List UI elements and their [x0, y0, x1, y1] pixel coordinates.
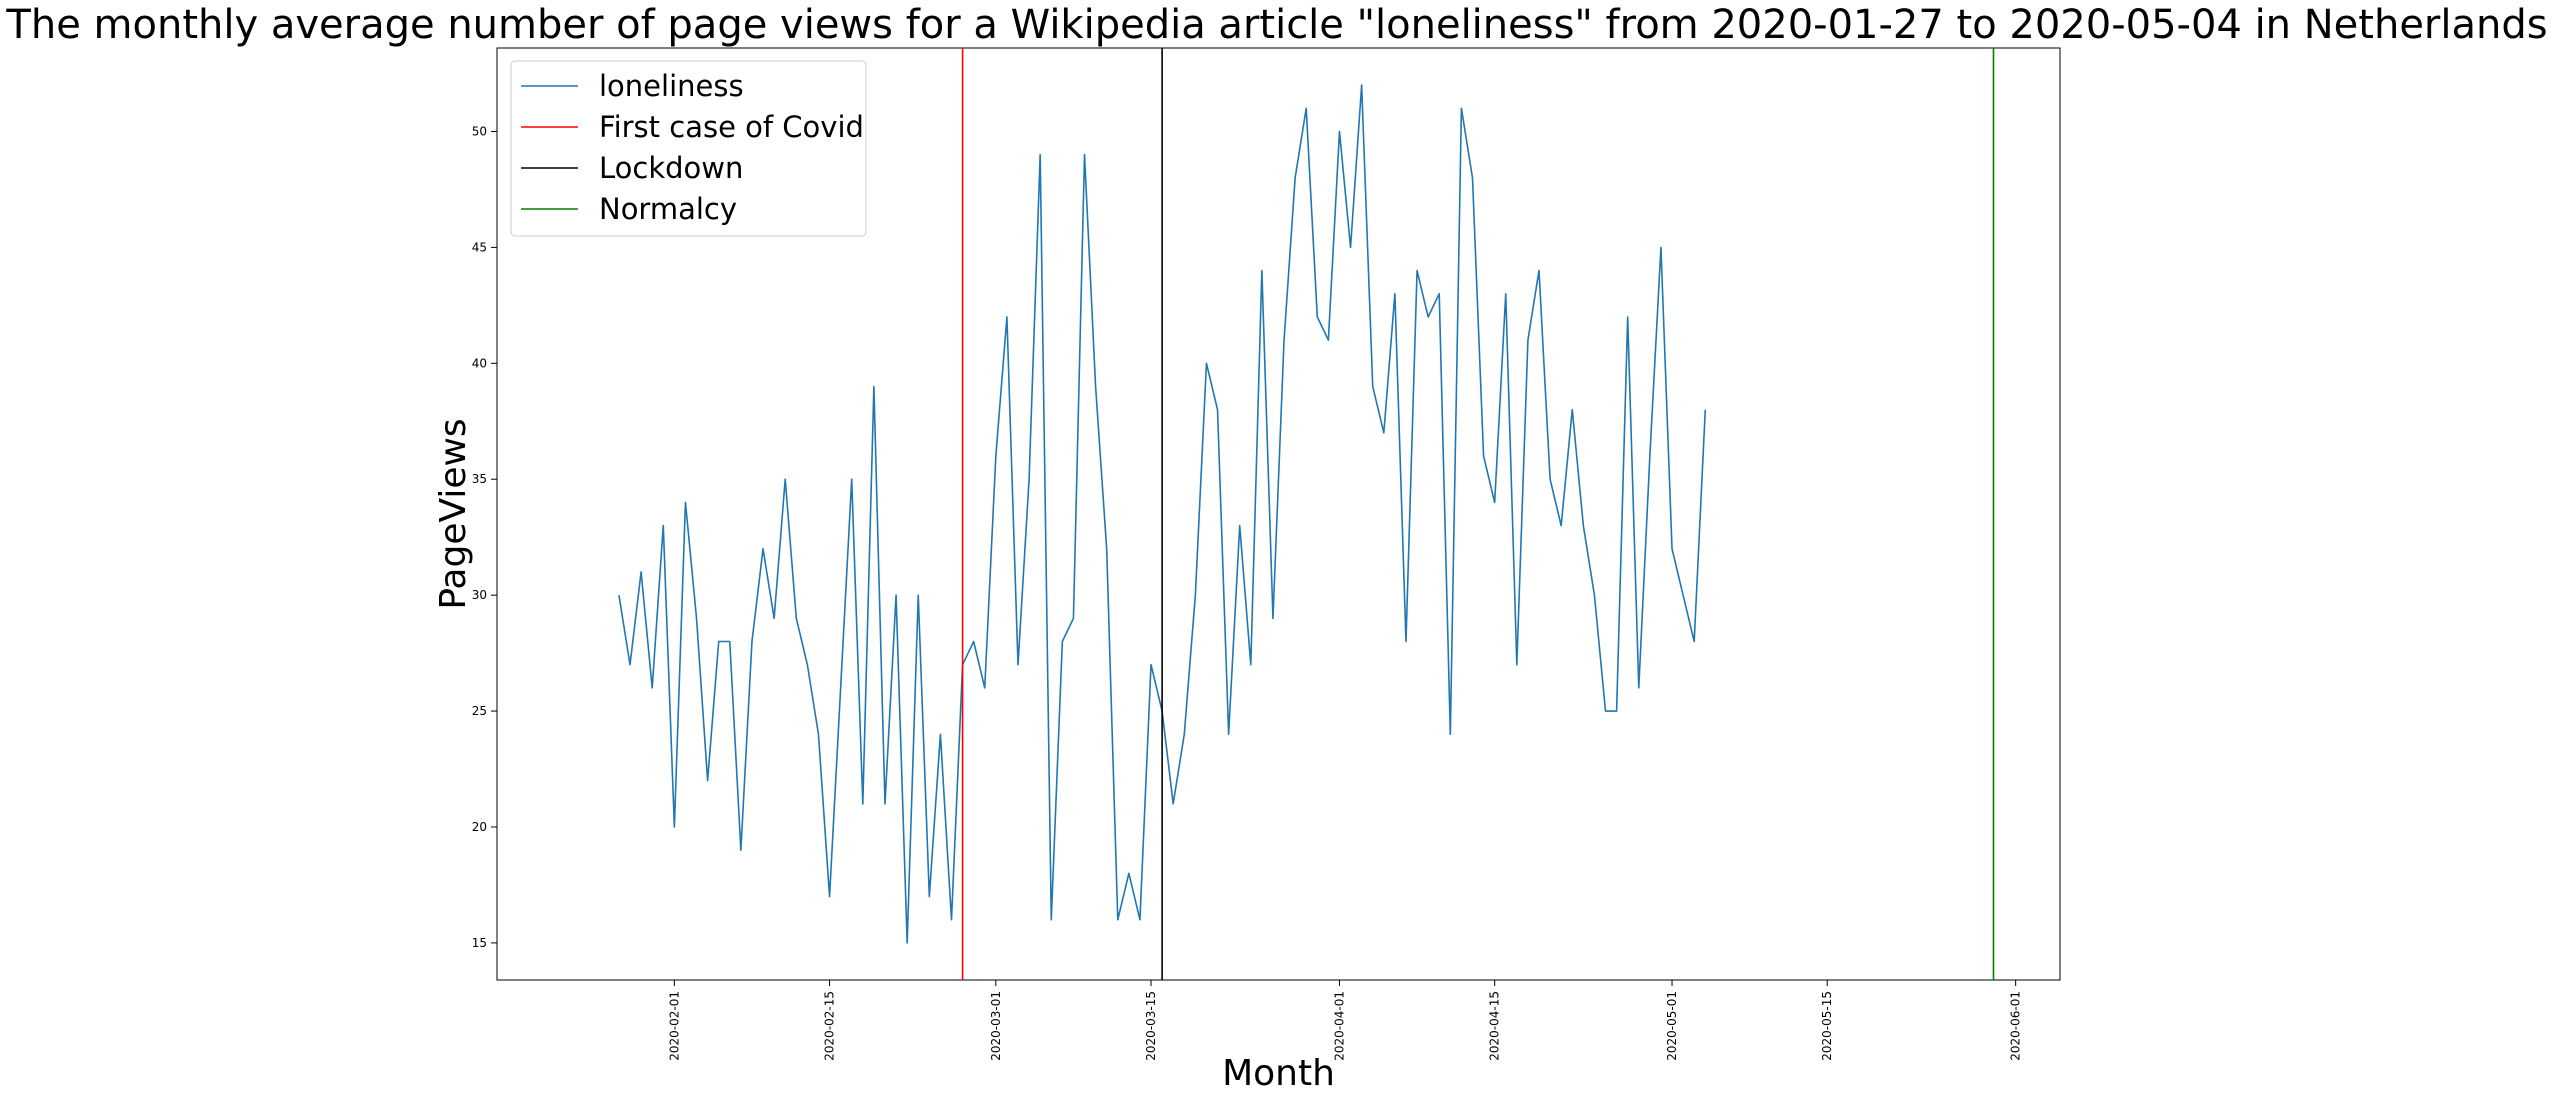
y-axis-label: PageViews [433, 418, 474, 609]
x-tick-label: 2020-04-15 [1488, 991, 1502, 1061]
x-axis-label: Month [1222, 1053, 1335, 1094]
y-tick-label: 15 [472, 936, 487, 950]
y-tick-label: 30 [472, 588, 487, 602]
x-tick-label: 2020-02-15 [823, 991, 837, 1061]
legend-label: loneliness [599, 69, 744, 103]
plot-area [496, 47, 2061, 981]
y-axis: 15 20 25 30 35 40 45 50 [472, 124, 497, 950]
legend: loneliness First case of Covid Lockdown Nor… [510, 60, 867, 237]
y-tick-label: 25 [472, 704, 487, 718]
x-tick-label: 2020-02-01 [667, 991, 681, 1061]
x-tick-label: 2020-03-01 [989, 991, 1003, 1061]
x-tick-label: 2020-05-15 [1820, 991, 1834, 1061]
chart-title: The monthly average number of page views… [5, 2, 2547, 48]
legend-label: Lockdown [599, 151, 743, 185]
y-tick-label: 20 [472, 820, 487, 834]
x-tick-label: 2020-03-15 [1144, 991, 1158, 1061]
y-tick-label: 40 [472, 356, 487, 370]
x-tick-label: 2020-05-01 [1665, 991, 1679, 1061]
y-tick-label: 50 [472, 124, 487, 138]
legend-label: First case of Covid [599, 110, 864, 144]
plot-frame [496, 47, 2061, 981]
y-tick-label: 45 [472, 240, 487, 254]
x-tick-label: 2020-06-01 [2009, 991, 2023, 1061]
x-axis: 2020-02-01 2020-02-15 2020-03-01 2020-03-15… [667, 980, 2023, 1061]
x-tick-label: 2020-04-01 [1332, 991, 1346, 1061]
legend-label: Normalcy [599, 192, 737, 226]
legend-box [510, 60, 867, 237]
y-tick-label: 35 [472, 472, 487, 486]
